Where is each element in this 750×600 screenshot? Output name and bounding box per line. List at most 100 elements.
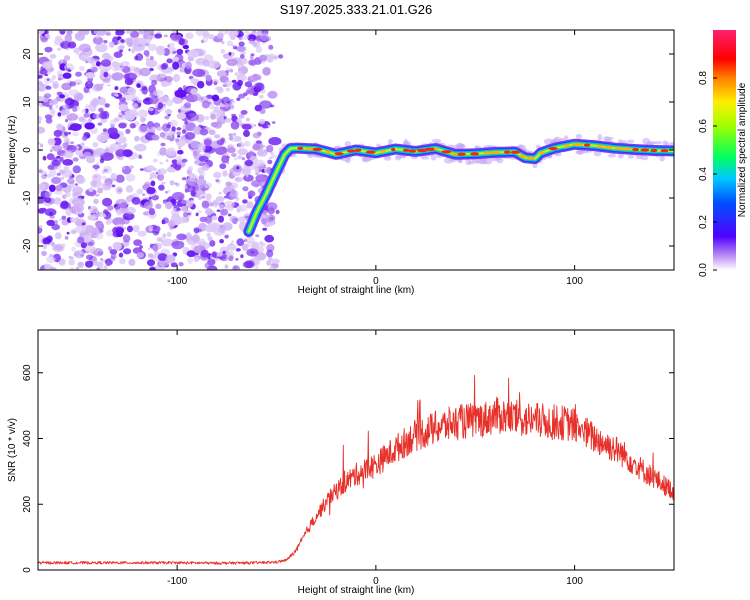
noise-blob	[254, 167, 260, 173]
noise-blob	[38, 170, 43, 173]
noise-blob	[259, 242, 266, 247]
noise-blob	[201, 200, 210, 209]
noise-blob	[118, 103, 129, 112]
noise-blob	[176, 207, 181, 212]
noise-blob	[78, 43, 91, 53]
ridge-halo-blob	[563, 135, 569, 142]
noise-blob	[205, 193, 212, 201]
snr-y-tick-label: 600	[22, 364, 33, 381]
noise-blob	[115, 186, 123, 195]
noise-blob	[45, 117, 53, 124]
noise-blob	[230, 121, 240, 130]
noise-blob	[53, 129, 63, 137]
noise-blob	[152, 244, 159, 252]
noise-blob	[153, 158, 158, 163]
noise-blob	[61, 153, 65, 157]
noise-blob	[228, 51, 232, 56]
noise-blob	[69, 123, 82, 131]
noise-blob	[222, 250, 226, 254]
noise-blob	[39, 225, 43, 229]
noise-blob	[86, 254, 93, 260]
noise-blob	[267, 207, 275, 215]
noise-blob	[134, 135, 140, 142]
noise-blob	[71, 198, 85, 207]
ridge-peak	[640, 148, 650, 152]
noise-blob	[204, 262, 211, 269]
noise-blob	[163, 48, 170, 56]
ridge-peak	[325, 150, 331, 154]
noise-blob	[185, 122, 196, 132]
noise-blob	[80, 254, 84, 257]
noise-blob	[149, 266, 156, 270]
noise-blob	[41, 170, 47, 176]
noise-blob	[195, 212, 199, 217]
noise-blob	[79, 65, 85, 71]
noise-blob	[118, 114, 123, 118]
noise-blob	[60, 59, 64, 63]
noise-blob	[48, 184, 56, 192]
noise-blob	[132, 43, 145, 52]
noise-blob	[224, 234, 229, 239]
noise-blob	[62, 104, 67, 109]
noise-blob	[120, 39, 125, 43]
ridge-halo-blob	[468, 160, 475, 165]
ridge-peak	[346, 149, 356, 153]
noise-blob	[224, 103, 230, 108]
noise-blob	[64, 236, 69, 240]
noise-blob	[139, 67, 151, 77]
noise-blob	[218, 215, 224, 223]
noise-blob	[205, 74, 212, 82]
noise-blob	[157, 102, 164, 109]
noise-blob	[235, 197, 240, 202]
noise-blob	[77, 261, 84, 268]
noise-blob	[210, 113, 216, 120]
noise-blob	[89, 215, 98, 221]
noise-blob	[45, 85, 52, 90]
noise-blob	[42, 244, 47, 250]
noise-blob	[38, 183, 46, 190]
noise-blob	[118, 122, 127, 129]
noise-blob	[97, 30, 107, 36]
noise-blob	[104, 103, 110, 108]
noise-blob	[241, 34, 250, 41]
noise-blob	[161, 238, 174, 247]
noise-blob	[96, 61, 101, 67]
noise-blob	[68, 89, 79, 97]
noise-blob	[234, 72, 239, 76]
noise-blob	[91, 66, 98, 73]
noise-blob	[44, 191, 52, 199]
noise-blob	[126, 38, 131, 44]
noise-blob	[236, 97, 241, 101]
noise-blob	[248, 150, 255, 157]
noise-blob	[38, 128, 43, 133]
noise-blob	[155, 203, 162, 209]
noise-blob	[160, 80, 169, 88]
noise-blob	[85, 72, 96, 79]
noise-blob	[176, 233, 187, 241]
noise-blob	[146, 165, 156, 171]
noise-blob	[148, 225, 154, 229]
noise-blob	[108, 41, 115, 48]
noise-blob	[102, 175, 107, 180]
noise-blob	[105, 32, 112, 36]
noise-blob	[65, 208, 72, 216]
snr-x-tick-label: 0	[373, 576, 379, 587]
ridge-peak	[650, 148, 658, 153]
noise-blob	[64, 98, 75, 105]
noise-blob	[259, 32, 269, 42]
noise-blob	[71, 246, 76, 252]
noise-blob	[179, 69, 183, 73]
noise-blob	[207, 60, 221, 69]
noise-blob	[224, 30, 234, 35]
spectrogram-y-tick-label: 20	[22, 48, 33, 60]
ridge-peak	[354, 148, 362, 152]
noise-blob	[38, 141, 41, 145]
noise-blob	[184, 120, 188, 125]
noise-blob	[237, 142, 245, 148]
noise-blob	[41, 250, 47, 257]
noise-blob	[225, 118, 232, 123]
noise-blob	[137, 109, 148, 118]
ridge-peak	[510, 150, 521, 154]
noise-blob	[128, 48, 131, 52]
noise-blob	[38, 30, 45, 35]
